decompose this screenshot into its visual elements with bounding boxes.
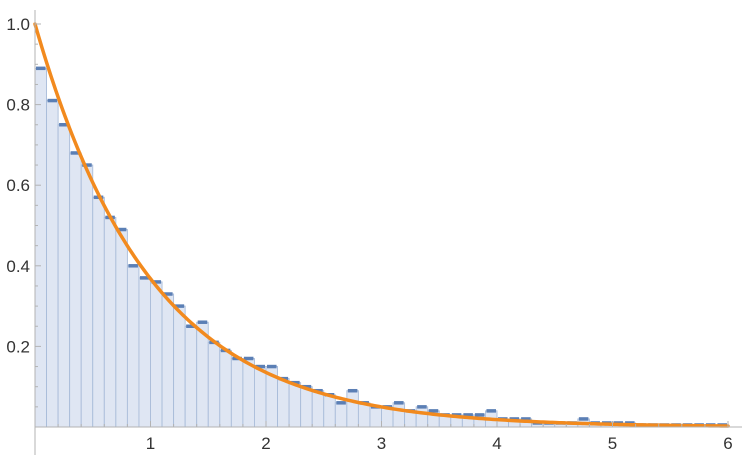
histogram-bar-body [57, 124, 71, 428]
histogram-bar [150, 280, 163, 428]
histogram-bar [323, 393, 336, 428]
y-tick-label: 1.0 [6, 15, 30, 34]
histogram-bar-body [150, 281, 163, 428]
y-tick-label: 0.6 [6, 176, 30, 195]
histogram-bar-body [253, 366, 267, 428]
histogram-bar [57, 123, 71, 428]
histogram-bar-body [207, 341, 221, 428]
histogram-bar [34, 66, 48, 428]
y-axis-ticks: 0.2 0.4 0.6 0.8 1.0 [6, 15, 41, 408]
histogram-bar [230, 356, 244, 428]
histogram-bar [392, 401, 406, 428]
histogram-bar [300, 384, 313, 428]
histogram-bar-body [115, 229, 128, 428]
histogram-bar [115, 227, 128, 428]
histogram-bar [173, 304, 186, 428]
histogram-bar [126, 264, 140, 428]
histogram-bar [219, 348, 232, 428]
x-tick-label: 1 [146, 434, 155, 453]
x-tick-label: 3 [377, 434, 386, 453]
histogram-bar [369, 405, 382, 428]
histogram-bar [415, 405, 429, 428]
histogram-bars [34, 66, 729, 428]
histogram-bar [207, 340, 221, 428]
x-tick-label: 4 [492, 434, 501, 453]
histogram-bar-body [392, 402, 406, 428]
histogram-bar-body [277, 378, 290, 428]
histogram-bar-body [184, 325, 198, 428]
histogram-bar-body [92, 196, 105, 428]
histogram-bar [184, 324, 198, 428]
histogram-bar [80, 163, 94, 428]
histogram-bar-body [80, 164, 94, 428]
x-tick-label: 6 [723, 434, 732, 453]
histogram-bar-body [369, 406, 382, 428]
x-tick-label: 2 [261, 434, 270, 453]
histogram-bar [46, 98, 59, 428]
histogram-bar-body [300, 386, 313, 428]
histogram-bar-body [126, 265, 140, 428]
y-tick-label: 0.4 [6, 257, 30, 276]
histogram-bar-body [357, 402, 371, 428]
histogram-bar-body [161, 293, 175, 428]
histogram-bar [138, 276, 151, 428]
histogram-bar-body [242, 358, 255, 428]
histogram-bar [288, 380, 302, 428]
histogram-bar [103, 215, 117, 428]
histogram-bar-body [69, 152, 82, 428]
histogram-bar [69, 151, 82, 428]
histogram-bar [346, 388, 359, 428]
histogram-bar [92, 195, 105, 428]
histogram-bar [334, 401, 348, 428]
histogram-bar-body [34, 67, 48, 428]
y-tick-label: 0.8 [6, 96, 30, 115]
histogram-bar-body [334, 402, 348, 428]
histogram-bar [161, 292, 175, 428]
histogram-bar-body [46, 100, 59, 428]
histogram-bar [253, 364, 267, 428]
y-tick-label: 0.2 [6, 337, 30, 356]
histogram-bar-body [103, 216, 117, 428]
histogram-bar-body [415, 406, 429, 428]
x-tick-label: 5 [608, 434, 617, 453]
histogram-bar-body [311, 390, 325, 428]
histogram-bar-body [138, 277, 151, 428]
histogram-bar [242, 356, 255, 428]
histogram-bar [311, 388, 325, 428]
histogram-bar-body [219, 349, 232, 428]
histogram-bar [277, 376, 290, 428]
x-axis-ticks: 1 2 3 4 5 6 [57, 421, 733, 453]
histogram-bar-body [346, 390, 359, 428]
histogram-bar-body [230, 358, 244, 428]
histogram-bar-body [173, 305, 186, 428]
histogram-bar-body [323, 394, 336, 428]
histogram-bar [357, 401, 371, 428]
histogram-bar-body [288, 382, 302, 428]
